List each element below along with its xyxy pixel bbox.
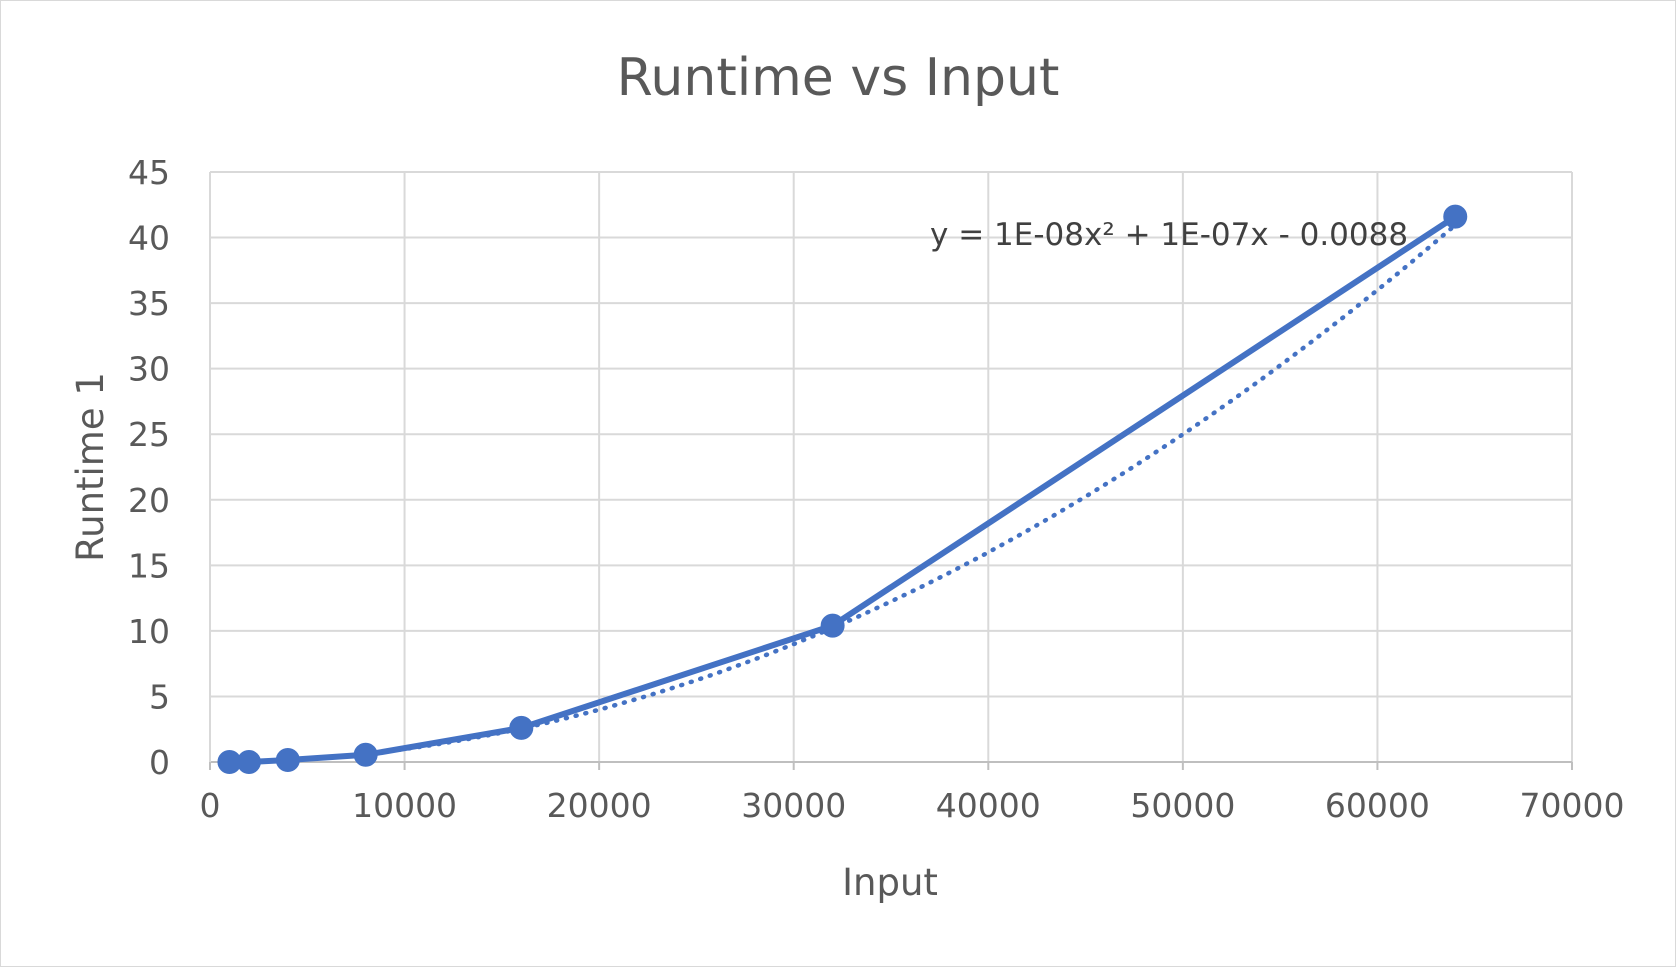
trendline bbox=[227, 222, 1458, 765]
y-tick-label: 10 bbox=[128, 612, 170, 651]
x-tick-label: 50000 bbox=[1130, 786, 1235, 825]
x-tick-label: 40000 bbox=[936, 786, 1041, 825]
data-point bbox=[1443, 204, 1468, 229]
data-series bbox=[217, 204, 1468, 774]
y-tick-label: 45 bbox=[128, 153, 170, 192]
y-tick-label: 5 bbox=[149, 677, 170, 716]
series-line bbox=[226, 213, 1459, 765]
y-tick-label: 15 bbox=[128, 546, 170, 585]
y-axis-title: Runtime 1 bbox=[69, 372, 112, 562]
y-tick-label: 0 bbox=[149, 743, 170, 782]
axes bbox=[209, 172, 1573, 770]
data-point bbox=[509, 715, 534, 740]
y-tick-label: 40 bbox=[128, 219, 170, 258]
trendline-path bbox=[227, 222, 1458, 765]
y-tick-label: 30 bbox=[128, 350, 170, 389]
data-point bbox=[820, 613, 845, 638]
data-point bbox=[353, 742, 378, 767]
tick-labels: 0 10000 20000 30000 40000 50000 60000 70000 0 5 10… bbox=[128, 153, 1624, 825]
data-point bbox=[236, 750, 261, 774]
x-axis-title: Input bbox=[842, 861, 938, 904]
y-tick-label: 35 bbox=[128, 284, 170, 323]
x-tick-label: 0 bbox=[200, 786, 221, 825]
y-tick-label: 25 bbox=[128, 415, 170, 454]
x-tick-label: 30000 bbox=[741, 786, 846, 825]
y-tick-label: 20 bbox=[128, 481, 170, 520]
trendline-equation: y = 1E-08x² + 1E-07x - 0.0088 bbox=[930, 217, 1408, 253]
chart-title: Runtime vs Input bbox=[617, 48, 1060, 108]
x-tick-label: 70000 bbox=[1520, 786, 1625, 825]
gridlines bbox=[210, 171, 1573, 762]
x-tick-label: 10000 bbox=[352, 786, 457, 825]
data-point bbox=[275, 748, 300, 773]
x-tick-label: 20000 bbox=[547, 786, 652, 825]
x-tick-label: 60000 bbox=[1325, 786, 1430, 825]
